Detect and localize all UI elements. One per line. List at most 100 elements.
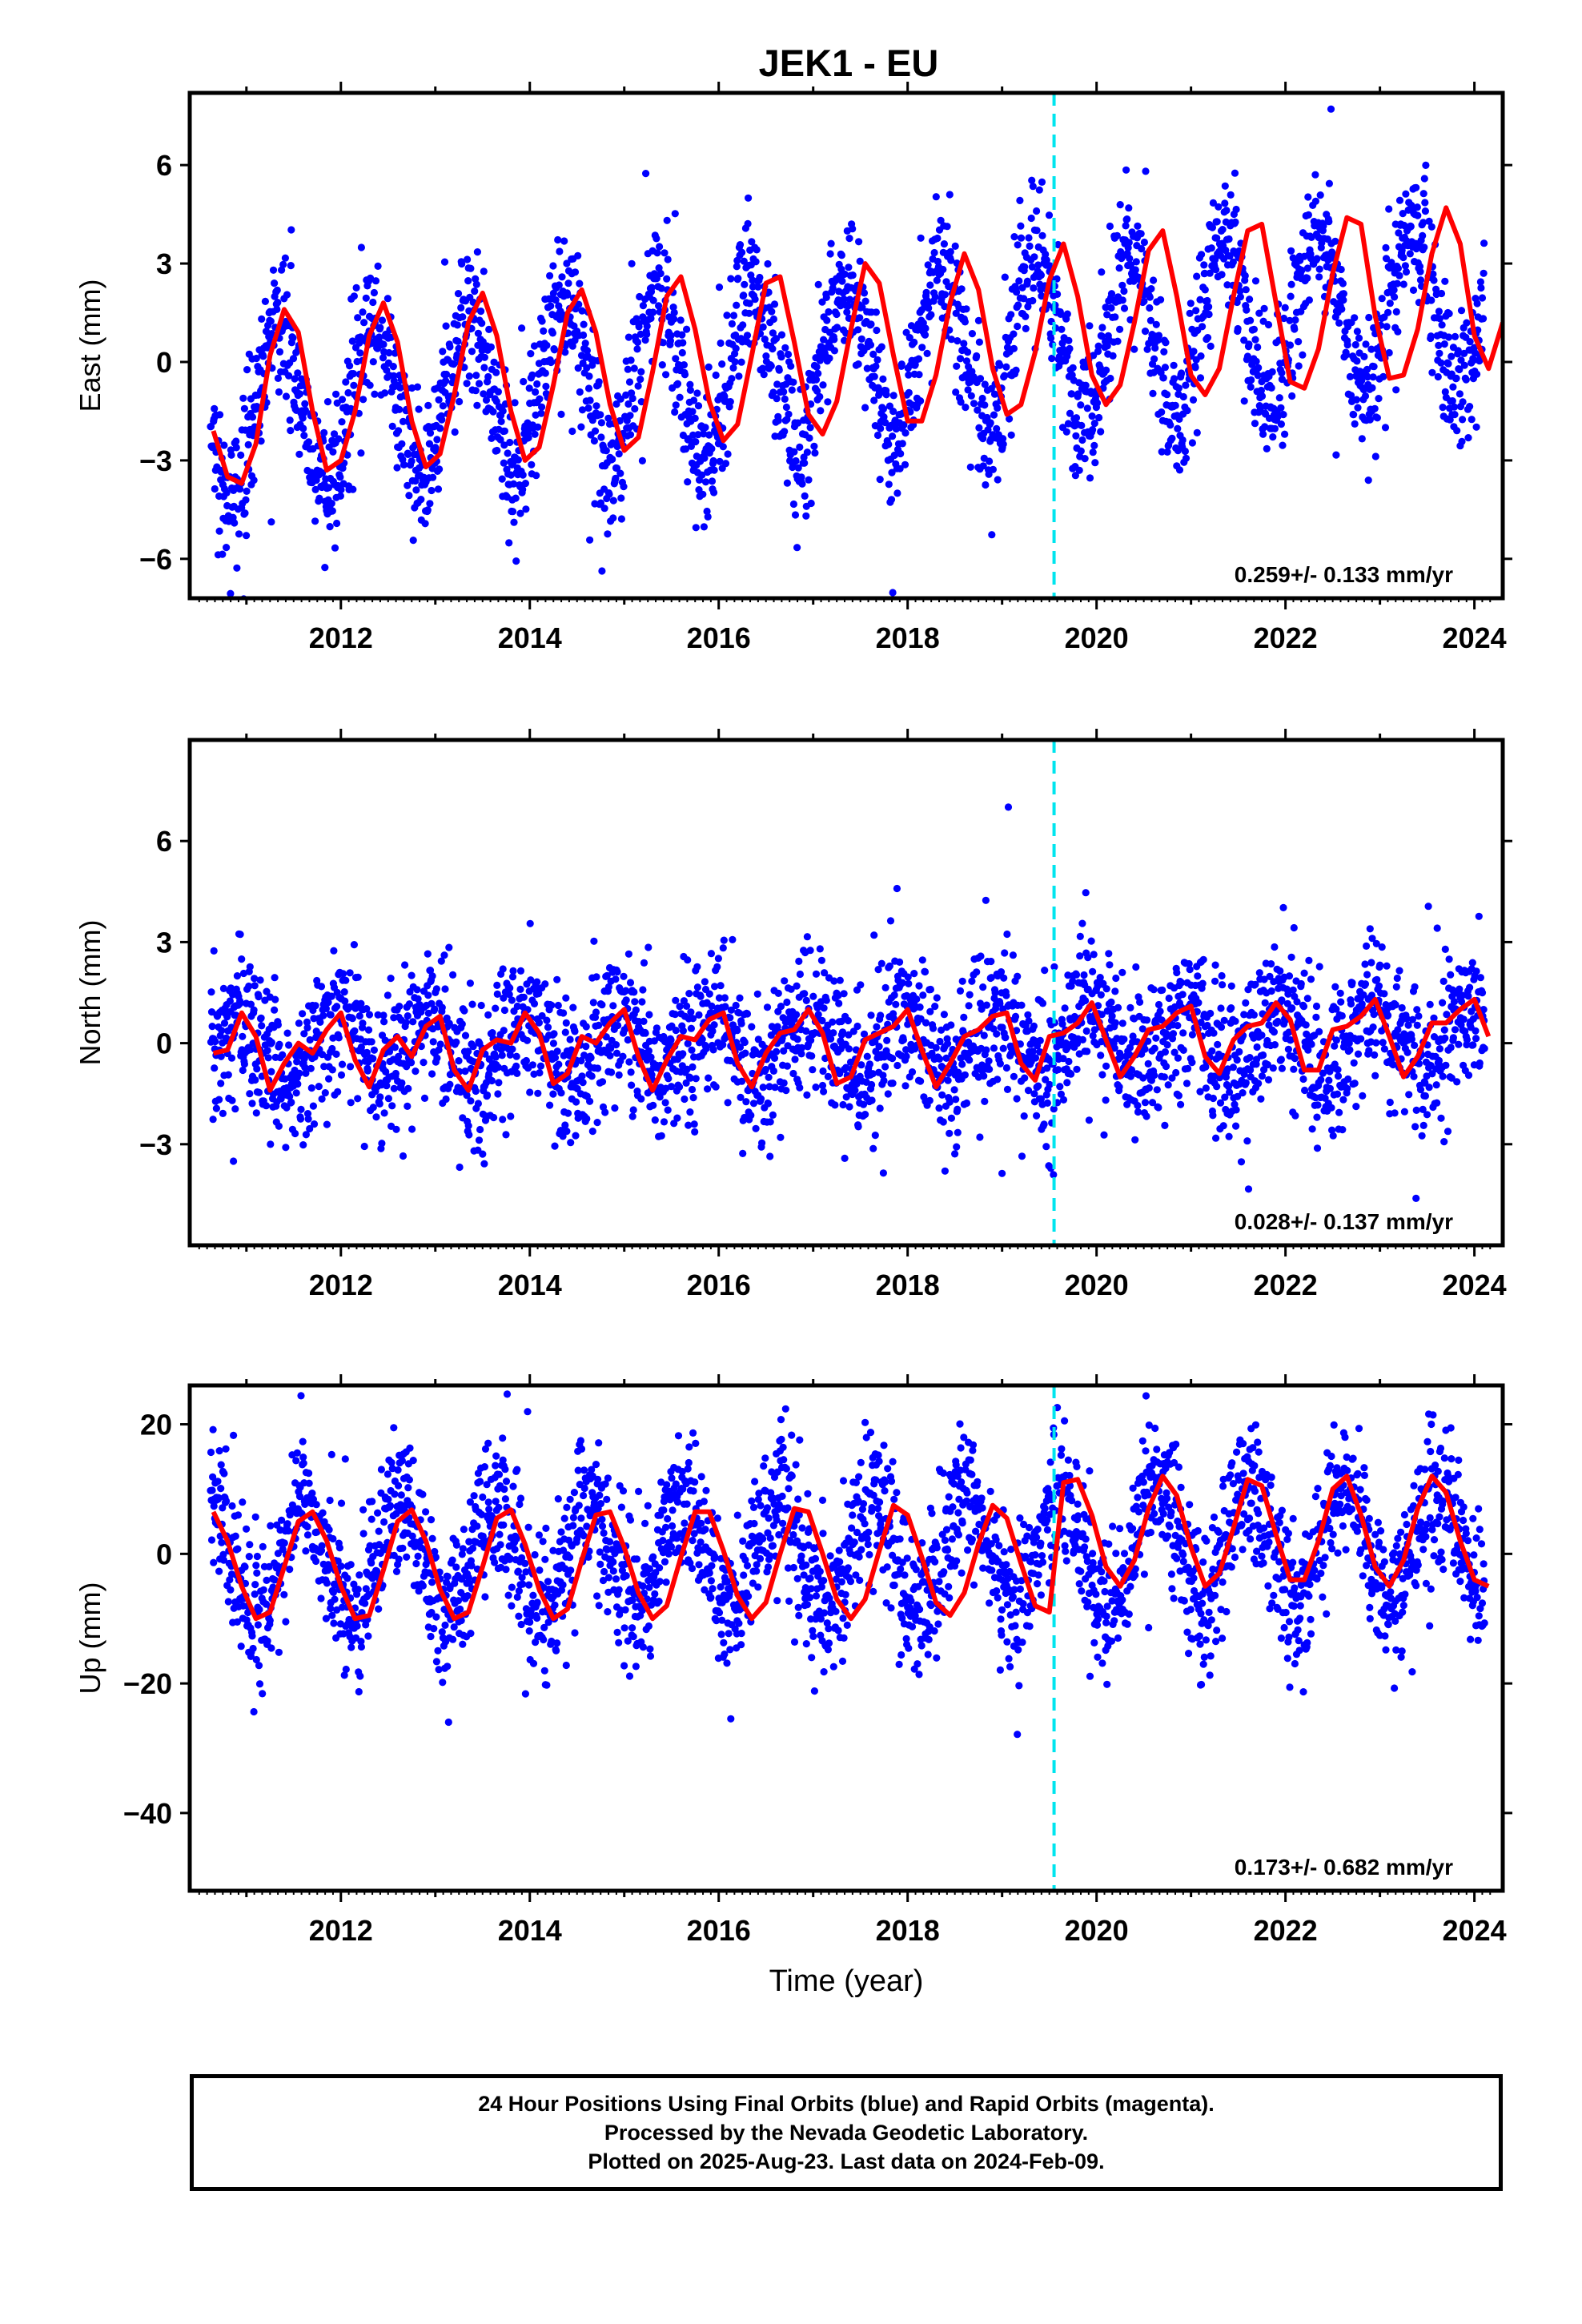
data-point [813, 363, 821, 371]
data-point [728, 375, 736, 383]
data-point [606, 1051, 614, 1059]
data-point [836, 976, 844, 984]
data-point [921, 967, 930, 976]
data-point [1373, 414, 1381, 422]
data-point [562, 1019, 570, 1027]
data-point [527, 350, 535, 358]
data-point [1186, 300, 1195, 308]
data-point [609, 1002, 617, 1010]
data-point [879, 1169, 887, 1177]
data-point [510, 518, 518, 526]
data-point [315, 1083, 323, 1091]
data-point [1063, 310, 1071, 318]
data-point [761, 1065, 770, 1074]
data-point [649, 1101, 657, 1109]
data-point [622, 987, 630, 995]
data-point [211, 404, 219, 412]
data-point [1435, 341, 1443, 349]
data-point [342, 976, 350, 984]
data-point [516, 967, 525, 975]
data-point [464, 255, 472, 263]
data-point [1030, 284, 1038, 292]
data-point [543, 1016, 551, 1024]
data-point [1447, 352, 1456, 360]
data-point [523, 1036, 532, 1044]
data-point [974, 406, 982, 414]
data-point [476, 1125, 484, 1134]
data-point [335, 1034, 343, 1042]
data-point [1006, 415, 1014, 423]
data-point [305, 438, 313, 446]
data-point [559, 1132, 567, 1140]
data-point [275, 1122, 283, 1130]
data-point [1189, 396, 1198, 404]
data-point [343, 451, 351, 459]
data-point [1370, 363, 1378, 371]
data-point [719, 443, 727, 451]
data-point [348, 337, 356, 345]
data-point [348, 1015, 356, 1023]
data-point [736, 241, 745, 249]
data-point [592, 1008, 600, 1016]
data-point [584, 384, 593, 392]
data-point [1212, 266, 1220, 274]
data-point [325, 484, 333, 492]
data-point [807, 499, 815, 508]
data-point [1393, 279, 1401, 287]
data-point [1028, 263, 1036, 271]
data-point [1084, 954, 1092, 962]
data-point [966, 1056, 974, 1064]
data-point [568, 1046, 576, 1054]
data-point [1233, 298, 1241, 307]
data-point [856, 314, 864, 322]
data-point [240, 1060, 248, 1068]
data-point [317, 983, 326, 991]
data-point [980, 1031, 988, 1039]
data-point [863, 364, 871, 372]
data-point [651, 1116, 659, 1124]
data-point [408, 457, 416, 465]
data-point [818, 1081, 827, 1090]
data-point [877, 1011, 885, 1019]
data-point [1259, 430, 1267, 438]
data-point [303, 1023, 311, 1031]
data-point [354, 1095, 362, 1103]
data-point [672, 996, 680, 1004]
data-point [638, 998, 646, 1006]
data-point [830, 347, 838, 355]
data-point [981, 401, 989, 409]
data-point [890, 451, 898, 460]
data-point [633, 338, 642, 346]
data-point [1118, 1019, 1126, 1027]
data-point [1097, 1051, 1105, 1059]
data-point [854, 360, 862, 368]
data-point [1062, 428, 1070, 436]
data-point [643, 330, 651, 338]
data-point [934, 257, 942, 266]
data-point [707, 950, 716, 958]
data-point [274, 1021, 282, 1029]
data-point [854, 1123, 862, 1131]
data-point [713, 963, 721, 971]
data-point [657, 1132, 665, 1140]
data-point [472, 1087, 480, 1096]
data-point [285, 372, 293, 380]
data-point [1303, 274, 1311, 282]
data-point [307, 1064, 315, 1072]
data-point [1257, 386, 1265, 395]
data-point [647, 314, 655, 323]
data-point [612, 400, 620, 408]
data-point [488, 1029, 496, 1037]
data-point [533, 380, 541, 388]
data-point [1231, 218, 1239, 226]
data-point [661, 1099, 669, 1107]
data-point [592, 402, 600, 410]
data-point [390, 1084, 398, 1092]
data-point [250, 476, 258, 485]
data-point [608, 1068, 616, 1076]
data-point [477, 308, 485, 316]
data-point [364, 1026, 373, 1034]
data-point [1078, 1035, 1086, 1043]
data-point [1037, 271, 1045, 279]
data-point [1435, 315, 1443, 323]
